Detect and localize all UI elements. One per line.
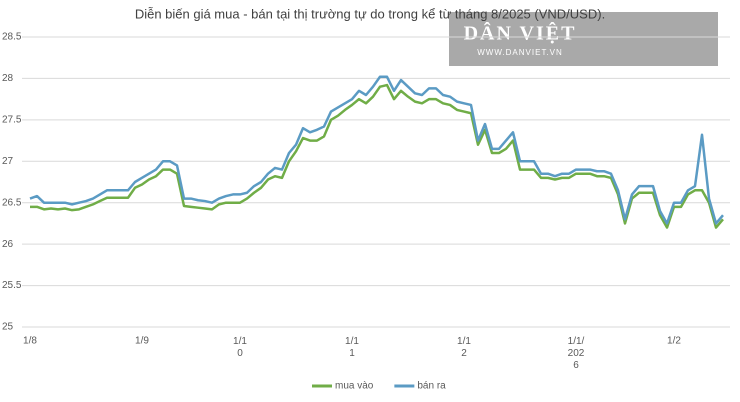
y-tick-label: 25 [2, 322, 14, 333]
y-tick-label: 27.5 [2, 114, 22, 125]
x-tick-label: 1/8 [23, 336, 37, 347]
y-tick-label: 28 [2, 73, 14, 84]
watermark-url: WWW.DANVIET.VN [477, 48, 563, 57]
legend-label: bán ra [417, 381, 446, 392]
watermark-box [449, 12, 718, 66]
series-line [30, 83, 724, 229]
x-tick-label: 1/1 2 [457, 336, 471, 359]
y-tick-label: 28.5 [2, 32, 22, 43]
x-tick-label: 1/2 [667, 336, 681, 347]
y-tick-label: 27 [2, 156, 14, 167]
series-line [29, 75, 724, 225]
y-tick-label: 25.5 [2, 280, 22, 291]
x-tick-label: 1/1/202 6 [568, 336, 585, 371]
y-tick-label: 26.5 [2, 197, 22, 208]
watermark-brand: DÂN VIỆT [464, 21, 577, 45]
legend-label: mua vào [335, 381, 374, 392]
x-tick-label: 1/9 [135, 336, 149, 347]
y-tick-label: 26 [2, 239, 14, 250]
chart-title: Diễn biến giá mua - bán tại thị trường t… [135, 6, 605, 21]
x-tick-label: 1/1 1 [345, 336, 359, 359]
x-tick-label: 1/1 0 [233, 336, 247, 359]
